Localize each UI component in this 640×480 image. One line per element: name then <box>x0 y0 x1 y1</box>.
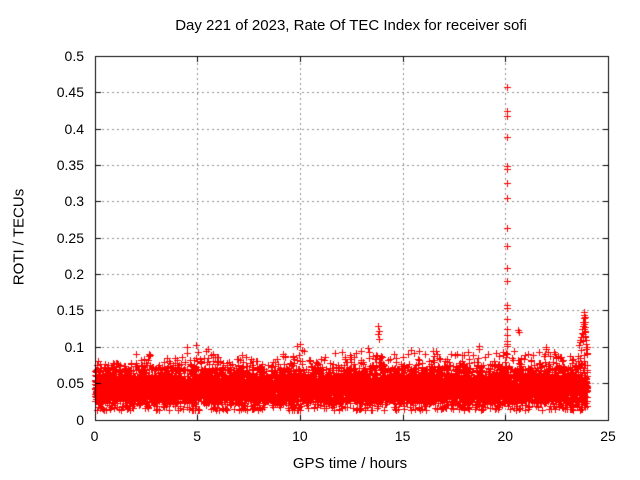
x-axis-label: GPS time / hours <box>292 455 408 472</box>
y-tick-label: 0.1 <box>64 338 84 355</box>
x-tick-label: 20 <box>497 428 514 444</box>
y-tick-label: 0.3 <box>64 193 84 210</box>
y-tick-label: 0.45 <box>56 84 84 101</box>
y-tick-label: 0.4 <box>64 120 84 137</box>
y-tick-label: 0.25 <box>56 229 84 246</box>
y-tick-label: 0.15 <box>56 302 84 319</box>
y-tick-label: 0.5 <box>64 48 84 64</box>
chart-title: Day 221 of 2023, Rate Of TEC Index for r… <box>175 17 527 34</box>
x-tick-label: 25 <box>600 428 616 444</box>
y-tick-label: 0.35 <box>56 157 84 174</box>
x-tick-label: 5 <box>193 428 202 444</box>
y-axis-label: ROTI / TECUs <box>10 188 28 286</box>
x-tick-label: 10 <box>292 428 308 444</box>
y-tick-label: 0.05 <box>56 375 84 392</box>
y-tick-label: 0.2 <box>64 266 84 283</box>
x-tick-label: 0 <box>90 428 99 444</box>
y-tick-label: 0 <box>76 411 84 428</box>
x-tick-label: 15 <box>394 428 411 444</box>
